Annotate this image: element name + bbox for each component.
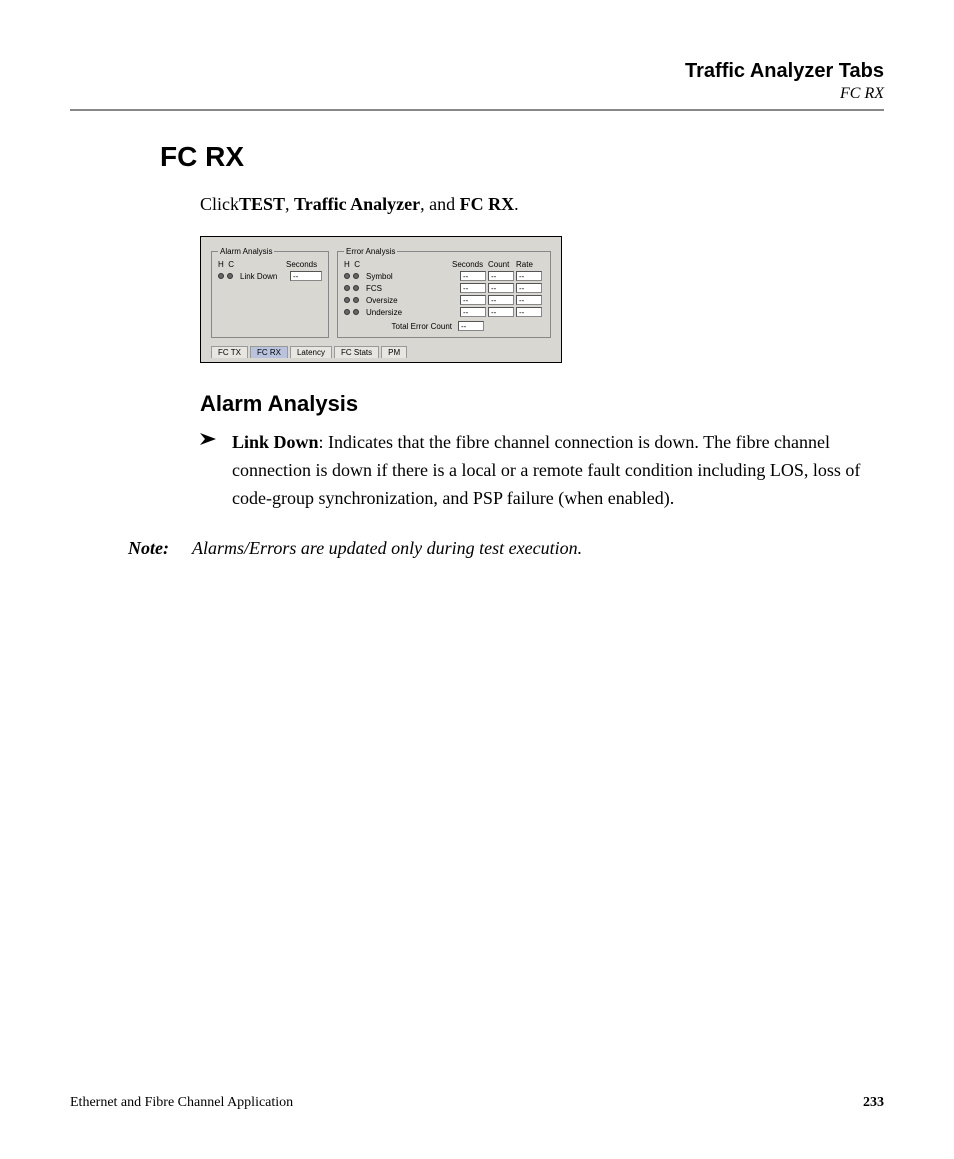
footer-left: Ethernet and Fibre Channel Application [70, 1095, 293, 1111]
error-row-symbol: Symbol -- -- -- [344, 271, 544, 281]
section-heading: FC RX [160, 141, 884, 173]
status-dot-icon [353, 273, 359, 279]
intro-bold-test: TEST [239, 194, 285, 214]
intro-suffix: . [514, 194, 519, 214]
embedded-screenshot: Alarm Analysis H C Seconds Link Down -- … [200, 236, 562, 363]
page: Traffic Analyzer Tabs FC RX FC RX ClickT… [0, 0, 954, 1159]
error-col-rate: Rate [516, 260, 544, 269]
tab-fc-rx[interactable]: FC RX [250, 346, 288, 358]
error-row-oversize: Oversize -- -- -- [344, 295, 544, 305]
error-rate-field: -- [516, 295, 542, 305]
intro-prefix: Click [200, 194, 239, 214]
alarm-row-link-down: Link Down -- [218, 271, 322, 281]
error-row-name: FCS [366, 284, 460, 293]
error-row-fcs: FCS -- -- -- [344, 283, 544, 293]
intro-sep1: , [285, 194, 294, 214]
page-header: Traffic Analyzer Tabs FC RX [70, 60, 884, 111]
header-subtitle: FC RX [70, 85, 884, 103]
bullet-link-down: Link Down: Indicates that the fibre chan… [200, 429, 884, 513]
total-error-label: Total Error Count [392, 322, 452, 331]
error-row-name: Undersize [366, 308, 460, 317]
alarm-analysis-heading: Alarm Analysis [200, 391, 884, 417]
error-col-seconds: Seconds [452, 260, 488, 269]
total-error-count-row: Total Error Count -- [344, 321, 544, 331]
alarm-col-h: H [218, 260, 224, 269]
intro-bold-traffic-analyzer: Traffic Analyzer [294, 194, 420, 214]
header-rule [70, 109, 884, 111]
status-dot-icon [344, 273, 350, 279]
status-dot-icon [353, 309, 359, 315]
alarm-seconds-field: -- [290, 271, 322, 281]
error-rate-field: -- [516, 307, 542, 317]
status-dot-icon [344, 297, 350, 303]
tab-latency[interactable]: Latency [290, 346, 332, 358]
tab-pm[interactable]: PM [381, 346, 407, 358]
note-row: Note: Alarms/Errors are updated only dur… [70, 535, 884, 562]
error-legend: Error Analysis [344, 247, 397, 256]
status-dot-icon [218, 273, 224, 279]
bullet-body: : Indicates that the fibre channel conne… [232, 432, 860, 508]
status-dot-icon [353, 285, 359, 291]
error-count-field: -- [488, 271, 514, 281]
alarm-analysis-group: Alarm Analysis H C Seconds Link Down -- [211, 247, 329, 338]
alarm-row-name: Link Down [240, 272, 290, 281]
header-title: Traffic Analyzer Tabs [70, 60, 884, 83]
status-dot-icon [344, 309, 350, 315]
intro-paragraph: ClickTEST, Traffic Analyzer, and FC RX. [200, 191, 884, 218]
bullet-title: Link Down [232, 432, 319, 452]
status-dot-icon [227, 273, 233, 279]
alarm-col-seconds: Seconds [286, 260, 322, 269]
intro-sep2: , and [420, 194, 460, 214]
footer-page-number: 233 [863, 1095, 884, 1111]
error-col-h: H [344, 260, 350, 269]
total-error-field: -- [458, 321, 484, 331]
note-label: Note: [128, 535, 192, 562]
error-col-count: Count [488, 260, 516, 269]
error-count-field: -- [488, 307, 514, 317]
screenshot-tabs: FC TX FC RX Latency FC Stats PM [211, 346, 551, 358]
error-count-field: -- [488, 295, 514, 305]
status-dot-icon [353, 297, 359, 303]
error-analysis-group: Error Analysis H C Seconds Count Rate Sy… [337, 247, 551, 338]
tab-fc-tx[interactable]: FC TX [211, 346, 248, 358]
error-seconds-field: -- [460, 307, 486, 317]
content-area: FC RX ClickTEST, Traffic Analyzer, and F… [70, 141, 884, 513]
error-rate-field: -- [516, 271, 542, 281]
tab-fc-stats[interactable]: FC Stats [334, 346, 379, 358]
error-count-field: -- [488, 283, 514, 293]
error-rate-field: -- [516, 283, 542, 293]
error-seconds-field: -- [460, 271, 486, 281]
note-text: Alarms/Errors are updated only during te… [192, 535, 582, 562]
error-row-name: Oversize [366, 296, 460, 305]
error-row-undersize: Undersize -- -- -- [344, 307, 544, 317]
error-row-name: Symbol [366, 272, 460, 281]
page-footer: Ethernet and Fibre Channel Application 2… [70, 1095, 884, 1111]
alarm-col-c: C [228, 260, 234, 269]
error-seconds-field: -- [460, 283, 486, 293]
alarm-legend: Alarm Analysis [218, 247, 274, 256]
error-seconds-field: -- [460, 295, 486, 305]
error-col-c: C [354, 260, 360, 269]
bullet-arrow-icon [200, 429, 232, 513]
status-dot-icon [344, 285, 350, 291]
intro-bold-fc-rx: FC RX [460, 194, 515, 214]
